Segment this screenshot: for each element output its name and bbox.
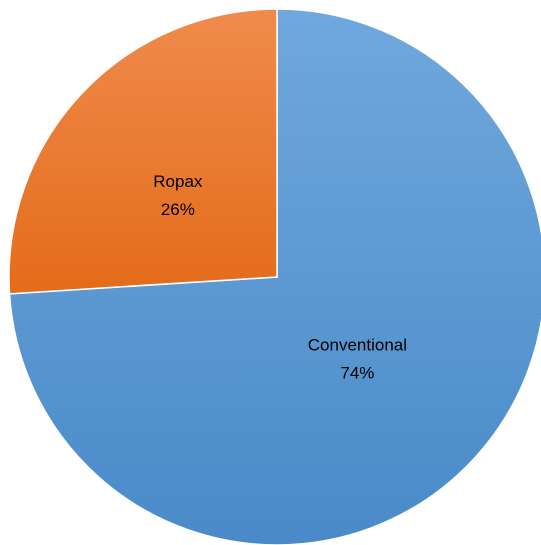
slice-label-ropax: Ropax <box>153 172 203 191</box>
pie-labels: Conventional 74% Ropax 26% <box>153 172 407 382</box>
slice-percent-conventional: 74% <box>340 364 374 383</box>
pie-slice-ropax <box>8 8 278 295</box>
slice-percent-ropax: 26% <box>161 200 195 219</box>
pie-slice-conventional <box>8 8 541 545</box>
slice-label-conventional: Conventional <box>308 336 407 355</box>
pie-slices <box>8 8 541 545</box>
